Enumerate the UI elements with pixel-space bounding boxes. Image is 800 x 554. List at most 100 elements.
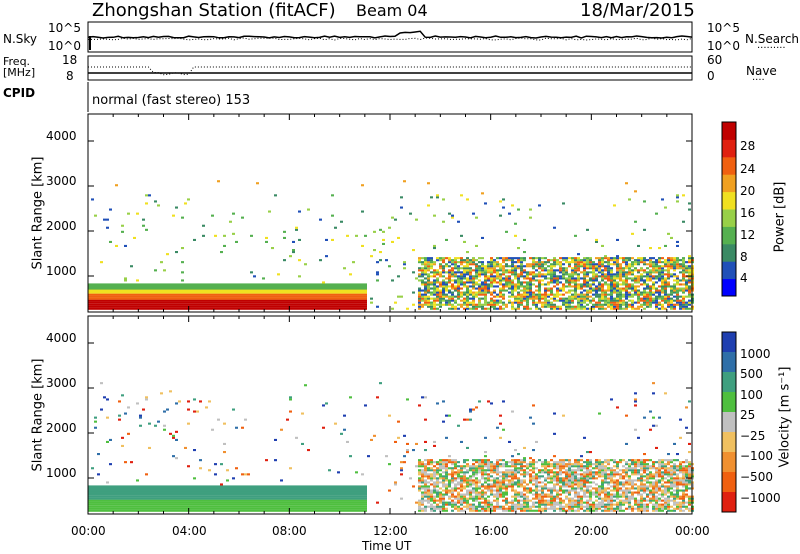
heatmap-cell <box>115 499 118 502</box>
heatmap-cell <box>433 509 436 512</box>
heatmap-cell <box>343 505 346 508</box>
heatmap-cell <box>157 509 160 512</box>
heatmap-cell <box>490 261 493 264</box>
heatmap-cell <box>445 501 448 504</box>
heatmap-cell <box>100 301 103 304</box>
heatmap-cell <box>193 307 196 310</box>
heatmap-cell <box>427 281 430 284</box>
heatmap-cell <box>316 495 319 498</box>
heatmap-cell <box>325 485 328 488</box>
heatmap-cell <box>214 287 217 290</box>
heatmap-cell <box>583 295 586 298</box>
heatmap-cell <box>547 303 550 306</box>
heatmap-cell <box>88 287 91 290</box>
heatmap-cell <box>247 489 250 492</box>
heatmap-cell <box>124 491 127 494</box>
heatmap-cell <box>118 487 121 490</box>
heatmap-cell <box>583 265 586 268</box>
heatmap-cell <box>118 299 121 302</box>
heatmap-cell <box>655 277 658 280</box>
heatmap-cell <box>91 501 94 504</box>
heatmap-cell <box>610 295 613 298</box>
heatmap-cell <box>598 263 601 266</box>
heatmap-cell <box>235 503 238 506</box>
heatmap-cell <box>190 507 193 510</box>
heatmap-cell <box>499 293 502 296</box>
heatmap-cell <box>466 265 469 268</box>
heatmap-cell <box>124 305 127 308</box>
heatmap-cell <box>436 297 439 300</box>
heatmap-cell <box>163 491 166 494</box>
heatmap-cell <box>670 291 673 294</box>
heatmap-cell <box>88 495 91 498</box>
heatmap-cell <box>499 267 502 270</box>
heatmap-cell <box>358 485 361 488</box>
heatmap-cell <box>199 485 202 488</box>
heatmap-cell <box>655 275 658 278</box>
heatmap-cell <box>565 301 568 304</box>
heatmap-cell <box>445 487 448 490</box>
heatmap-cell <box>172 214 175 217</box>
heatmap-cell <box>364 305 367 308</box>
heatmap-cell <box>532 267 535 270</box>
heatmap-cell <box>352 301 355 304</box>
heatmap-cell <box>247 509 250 512</box>
heatmap-cell <box>325 291 328 294</box>
heatmap-cell <box>298 291 301 294</box>
heatmap-cell <box>100 291 103 294</box>
heatmap-cell <box>193 493 196 496</box>
heatmap-cell <box>277 501 280 504</box>
heatmap-cell <box>685 271 688 274</box>
heatmap-cell <box>172 491 175 494</box>
heatmap-cell <box>139 301 142 304</box>
heatmap-cell <box>187 503 190 506</box>
heatmap-cell <box>592 307 595 310</box>
heatmap-cell <box>196 410 199 413</box>
heatmap-cell <box>103 297 106 300</box>
heatmap-cell <box>466 261 469 264</box>
heatmap-cell <box>91 491 94 494</box>
heatmap-cell <box>502 273 505 276</box>
heatmap-cell <box>481 261 484 264</box>
heatmap-cell <box>205 495 208 498</box>
heatmap-cell <box>436 477 439 480</box>
heatmap-cell <box>559 289 562 292</box>
heatmap-cell <box>658 277 661 280</box>
heatmap-cell <box>274 295 277 298</box>
heatmap-cell <box>280 291 283 294</box>
heatmap-cell <box>208 307 211 310</box>
heatmap-cell <box>430 469 433 472</box>
heatmap-cell <box>661 291 664 294</box>
heatmap-cell <box>445 436 448 439</box>
heatmap-cell <box>220 285 223 288</box>
heatmap-cell <box>469 289 472 292</box>
heatmap-cell <box>232 503 235 506</box>
heatmap-cell <box>283 507 286 510</box>
heatmap-cell <box>571 281 574 284</box>
heatmap-cell <box>151 291 154 294</box>
heatmap-cell <box>502 271 505 274</box>
heatmap-cell <box>637 269 640 272</box>
heatmap-cell <box>169 293 172 296</box>
heatmap-cell <box>499 277 502 280</box>
heatmap-cell <box>439 301 442 304</box>
heatmap-cell <box>676 259 679 262</box>
heatmap-cell <box>190 491 193 494</box>
heatmap-cell <box>562 289 565 292</box>
heatmap-cell <box>406 442 409 445</box>
heatmap-cell <box>355 285 358 288</box>
heatmap-cell <box>586 289 589 292</box>
heatmap-cell <box>283 503 286 506</box>
heatmap-cell <box>241 485 244 488</box>
heatmap-cell <box>439 293 442 296</box>
heatmap-cell <box>604 265 607 268</box>
heatmap-cell <box>118 501 121 504</box>
heatmap-cell <box>148 422 151 425</box>
heatmap-cell <box>589 257 592 260</box>
heatmap-cell <box>481 263 484 266</box>
heatmap-cell <box>394 301 397 304</box>
heatmap-cell <box>649 301 652 304</box>
heatmap-cell <box>202 283 205 286</box>
heatmap-cell <box>421 473 424 476</box>
heatmap-cell <box>97 453 100 456</box>
